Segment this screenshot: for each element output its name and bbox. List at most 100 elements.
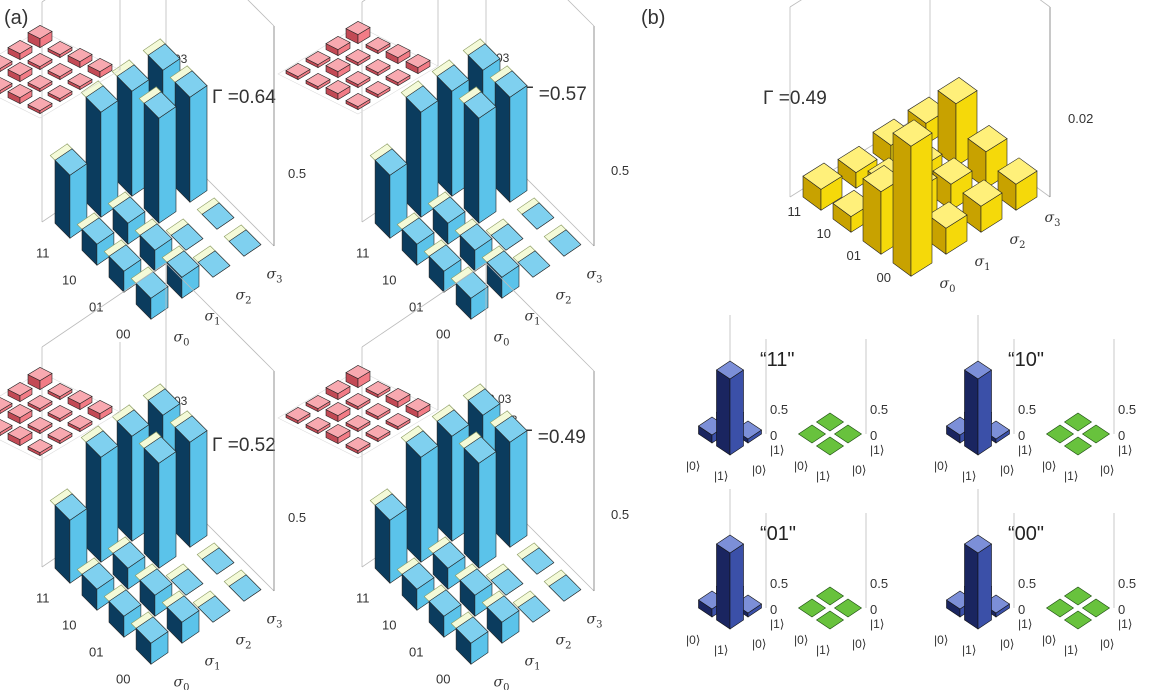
bar-face-top xyxy=(490,223,524,251)
top-edge-left xyxy=(41,262,167,348)
bar-face-top xyxy=(116,409,150,437)
bar-face-top xyxy=(436,409,470,437)
bar xyxy=(516,197,555,230)
pauli-tick-label: σ1 xyxy=(205,654,221,673)
ket-label: |0⟩ xyxy=(794,459,808,473)
ket-label: |1⟩ xyxy=(962,469,976,483)
bar xyxy=(305,73,331,91)
pauli-subscript: 0 xyxy=(503,338,509,349)
pauli-tick-label: σ2 xyxy=(236,633,252,652)
bar xyxy=(0,419,13,437)
pauli-tick-label: σ3 xyxy=(587,612,603,631)
bar xyxy=(103,584,142,638)
ket-label: |1⟩ xyxy=(870,617,884,631)
pauli-subscript-b: 0 xyxy=(949,284,955,295)
bar xyxy=(27,53,53,71)
bar-face-top xyxy=(135,616,169,644)
ket-label: |0⟩ xyxy=(1100,637,1114,651)
bar xyxy=(47,85,73,103)
state-chart-11: 0.5 0 0.5 0 |0⟩ |1⟩ |0⟩ |1⟩ |0⟩ |1⟩ |0⟩ |1⟩ xyxy=(686,315,888,483)
bar-face-top xyxy=(27,75,53,89)
ket-label: |0⟩ xyxy=(1000,637,1014,651)
pauli-subscript: 3 xyxy=(276,620,282,631)
bar xyxy=(223,569,262,602)
ket-label: |1⟩ xyxy=(770,443,784,457)
ket-label: |0⟩ xyxy=(934,459,948,473)
bar xyxy=(423,239,462,293)
bar-face-top xyxy=(27,53,53,67)
ket-label: |1⟩ xyxy=(962,643,976,657)
state-tick-zero-imag: 0 xyxy=(1118,428,1125,443)
pauli-tick-label: σ1 xyxy=(525,654,541,673)
bar-face-top xyxy=(325,402,351,416)
pauli-subscript-b: 3 xyxy=(1054,218,1060,229)
bar-face-top xyxy=(112,196,146,224)
pauli-tick-label: σ1 xyxy=(525,309,541,328)
pauli-subscript: 2 xyxy=(245,296,251,307)
state-charts: “11" “10" “01" “00" xyxy=(760,349,1044,545)
density-bar-left xyxy=(964,369,979,456)
bar xyxy=(47,63,73,81)
bar-face-left xyxy=(143,102,160,224)
bar-face-top xyxy=(47,405,73,419)
pauli-tick-label: σ2 xyxy=(556,288,572,307)
bar-face-top xyxy=(365,403,391,417)
ket-label: |0⟩ xyxy=(686,459,700,473)
top-edge-left xyxy=(361,262,487,348)
bar-face-top xyxy=(548,229,582,257)
bar xyxy=(365,381,391,399)
bar xyxy=(405,398,431,419)
bar xyxy=(365,37,391,55)
tick-main-b1: 0.02 xyxy=(1068,111,1093,126)
density-imag-bar xyxy=(1063,436,1093,456)
pauli-subscript: 0 xyxy=(183,338,189,349)
bar xyxy=(325,380,351,401)
bar xyxy=(305,395,331,413)
pauli-subscript: 0 xyxy=(503,683,509,690)
cz-tick-label: 01 xyxy=(89,645,103,660)
bar xyxy=(130,266,169,320)
bar xyxy=(27,417,53,435)
bar-face-top xyxy=(170,568,204,596)
chart-a-bottom-right xyxy=(361,262,595,665)
ket-label: |0⟩ xyxy=(752,463,766,477)
bar xyxy=(305,51,331,69)
bar-face-top xyxy=(365,37,391,51)
bar xyxy=(7,62,33,83)
density-imag-bar xyxy=(1081,598,1111,618)
bar xyxy=(47,41,73,59)
bar-face-top xyxy=(285,407,311,421)
bar xyxy=(27,75,53,93)
bar xyxy=(962,179,1003,233)
pauli-subscript-b: 2 xyxy=(1019,240,1025,251)
bar-face-top xyxy=(47,85,73,99)
cz-tick-label: 01 xyxy=(89,300,103,315)
bar xyxy=(67,415,93,433)
bar xyxy=(76,212,115,266)
bar xyxy=(138,86,177,224)
bar-face-top xyxy=(494,415,528,443)
bar xyxy=(76,557,115,611)
bar xyxy=(543,569,582,602)
state-tick-zero: 0 xyxy=(1018,602,1025,617)
bar xyxy=(80,80,119,218)
bar-face-top xyxy=(7,382,33,396)
bar xyxy=(481,245,520,299)
pauli-tick-label: σ2 xyxy=(236,288,252,307)
bar xyxy=(103,239,142,293)
bar-face-top xyxy=(325,58,351,72)
bar-face-top xyxy=(325,380,351,394)
bar-face-front xyxy=(189,85,208,203)
pauli-tick-label: σ3 xyxy=(267,612,283,631)
bar xyxy=(345,71,371,89)
bar-face-top xyxy=(147,388,181,416)
bar xyxy=(385,388,411,409)
state-tick-half-imag: 0.5 xyxy=(1118,576,1136,591)
bar-face-front xyxy=(189,430,208,548)
bar-face-top xyxy=(166,250,200,278)
pauli-subscript: 1 xyxy=(214,662,220,673)
bar xyxy=(325,36,351,57)
bar-face-top xyxy=(228,229,262,257)
bar-face-top xyxy=(463,91,497,119)
